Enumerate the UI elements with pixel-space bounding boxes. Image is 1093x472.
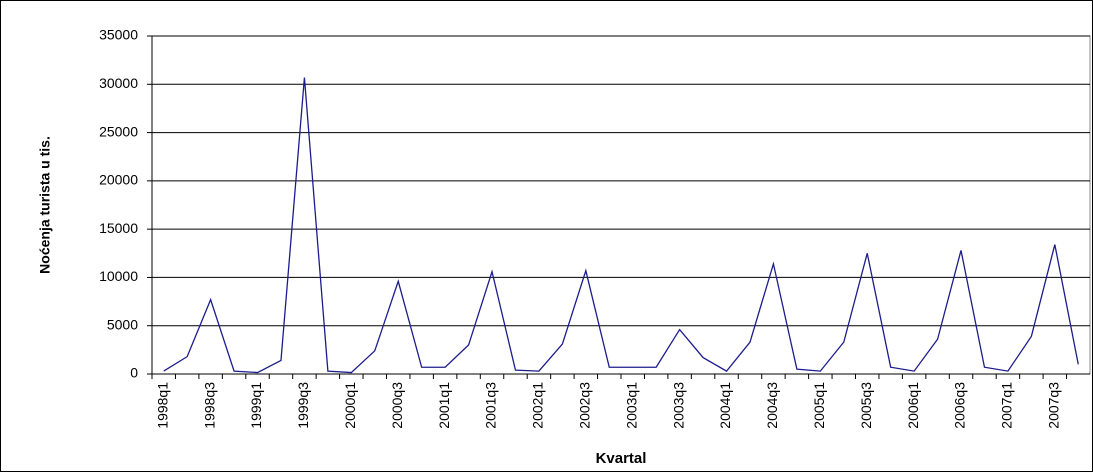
x-tick-label: 2004q3 [764, 382, 780, 429]
x-tick-label: 1998q3 [201, 382, 217, 429]
x-tick-label: 2007q1 [999, 382, 1015, 429]
y-tick-label: 0 [130, 365, 138, 381]
x-tick-label: 2003q1 [623, 382, 639, 429]
x-tick-label: 2002q1 [530, 382, 546, 429]
x-tick-label: 1999q1 [248, 382, 264, 429]
y-tick-label: 5000 [107, 316, 138, 332]
x-tick-label: 2006q1 [905, 382, 921, 429]
x-tick-label: 2000q1 [342, 382, 358, 429]
plot-area [151, 35, 1091, 375]
y-tick-label: 30000 [99, 75, 138, 91]
y-tick-label: 35000 [99, 27, 138, 43]
x-tick-label: 2007q3 [1046, 382, 1062, 429]
x-tick-label: 2000q3 [389, 382, 405, 429]
x-tick-label: 2002q3 [577, 382, 593, 429]
x-tick-label: 2001q1 [436, 382, 452, 429]
x-tick-label: 2004q1 [717, 382, 733, 429]
x-tick-label: 1998q1 [154, 382, 170, 429]
y-axis-title: Noćenja turista u tis. [37, 136, 53, 274]
x-tick-label: 1999q3 [295, 382, 311, 429]
x-tick-label: 2005q1 [811, 382, 827, 429]
x-tick-label: 2005q3 [858, 382, 874, 429]
x-tick-label: 2001q3 [483, 382, 499, 429]
data-line [163, 77, 1079, 374]
x-axis-title: Kvartal [596, 450, 647, 467]
y-tick-label: 15000 [99, 220, 138, 236]
x-tick-label: 2003q3 [670, 382, 686, 429]
x-tick-label: 2006q3 [952, 382, 968, 429]
y-tick-label: 10000 [99, 268, 138, 284]
y-tick-label: 20000 [99, 172, 138, 188]
y-tick-label: 25000 [99, 123, 138, 139]
